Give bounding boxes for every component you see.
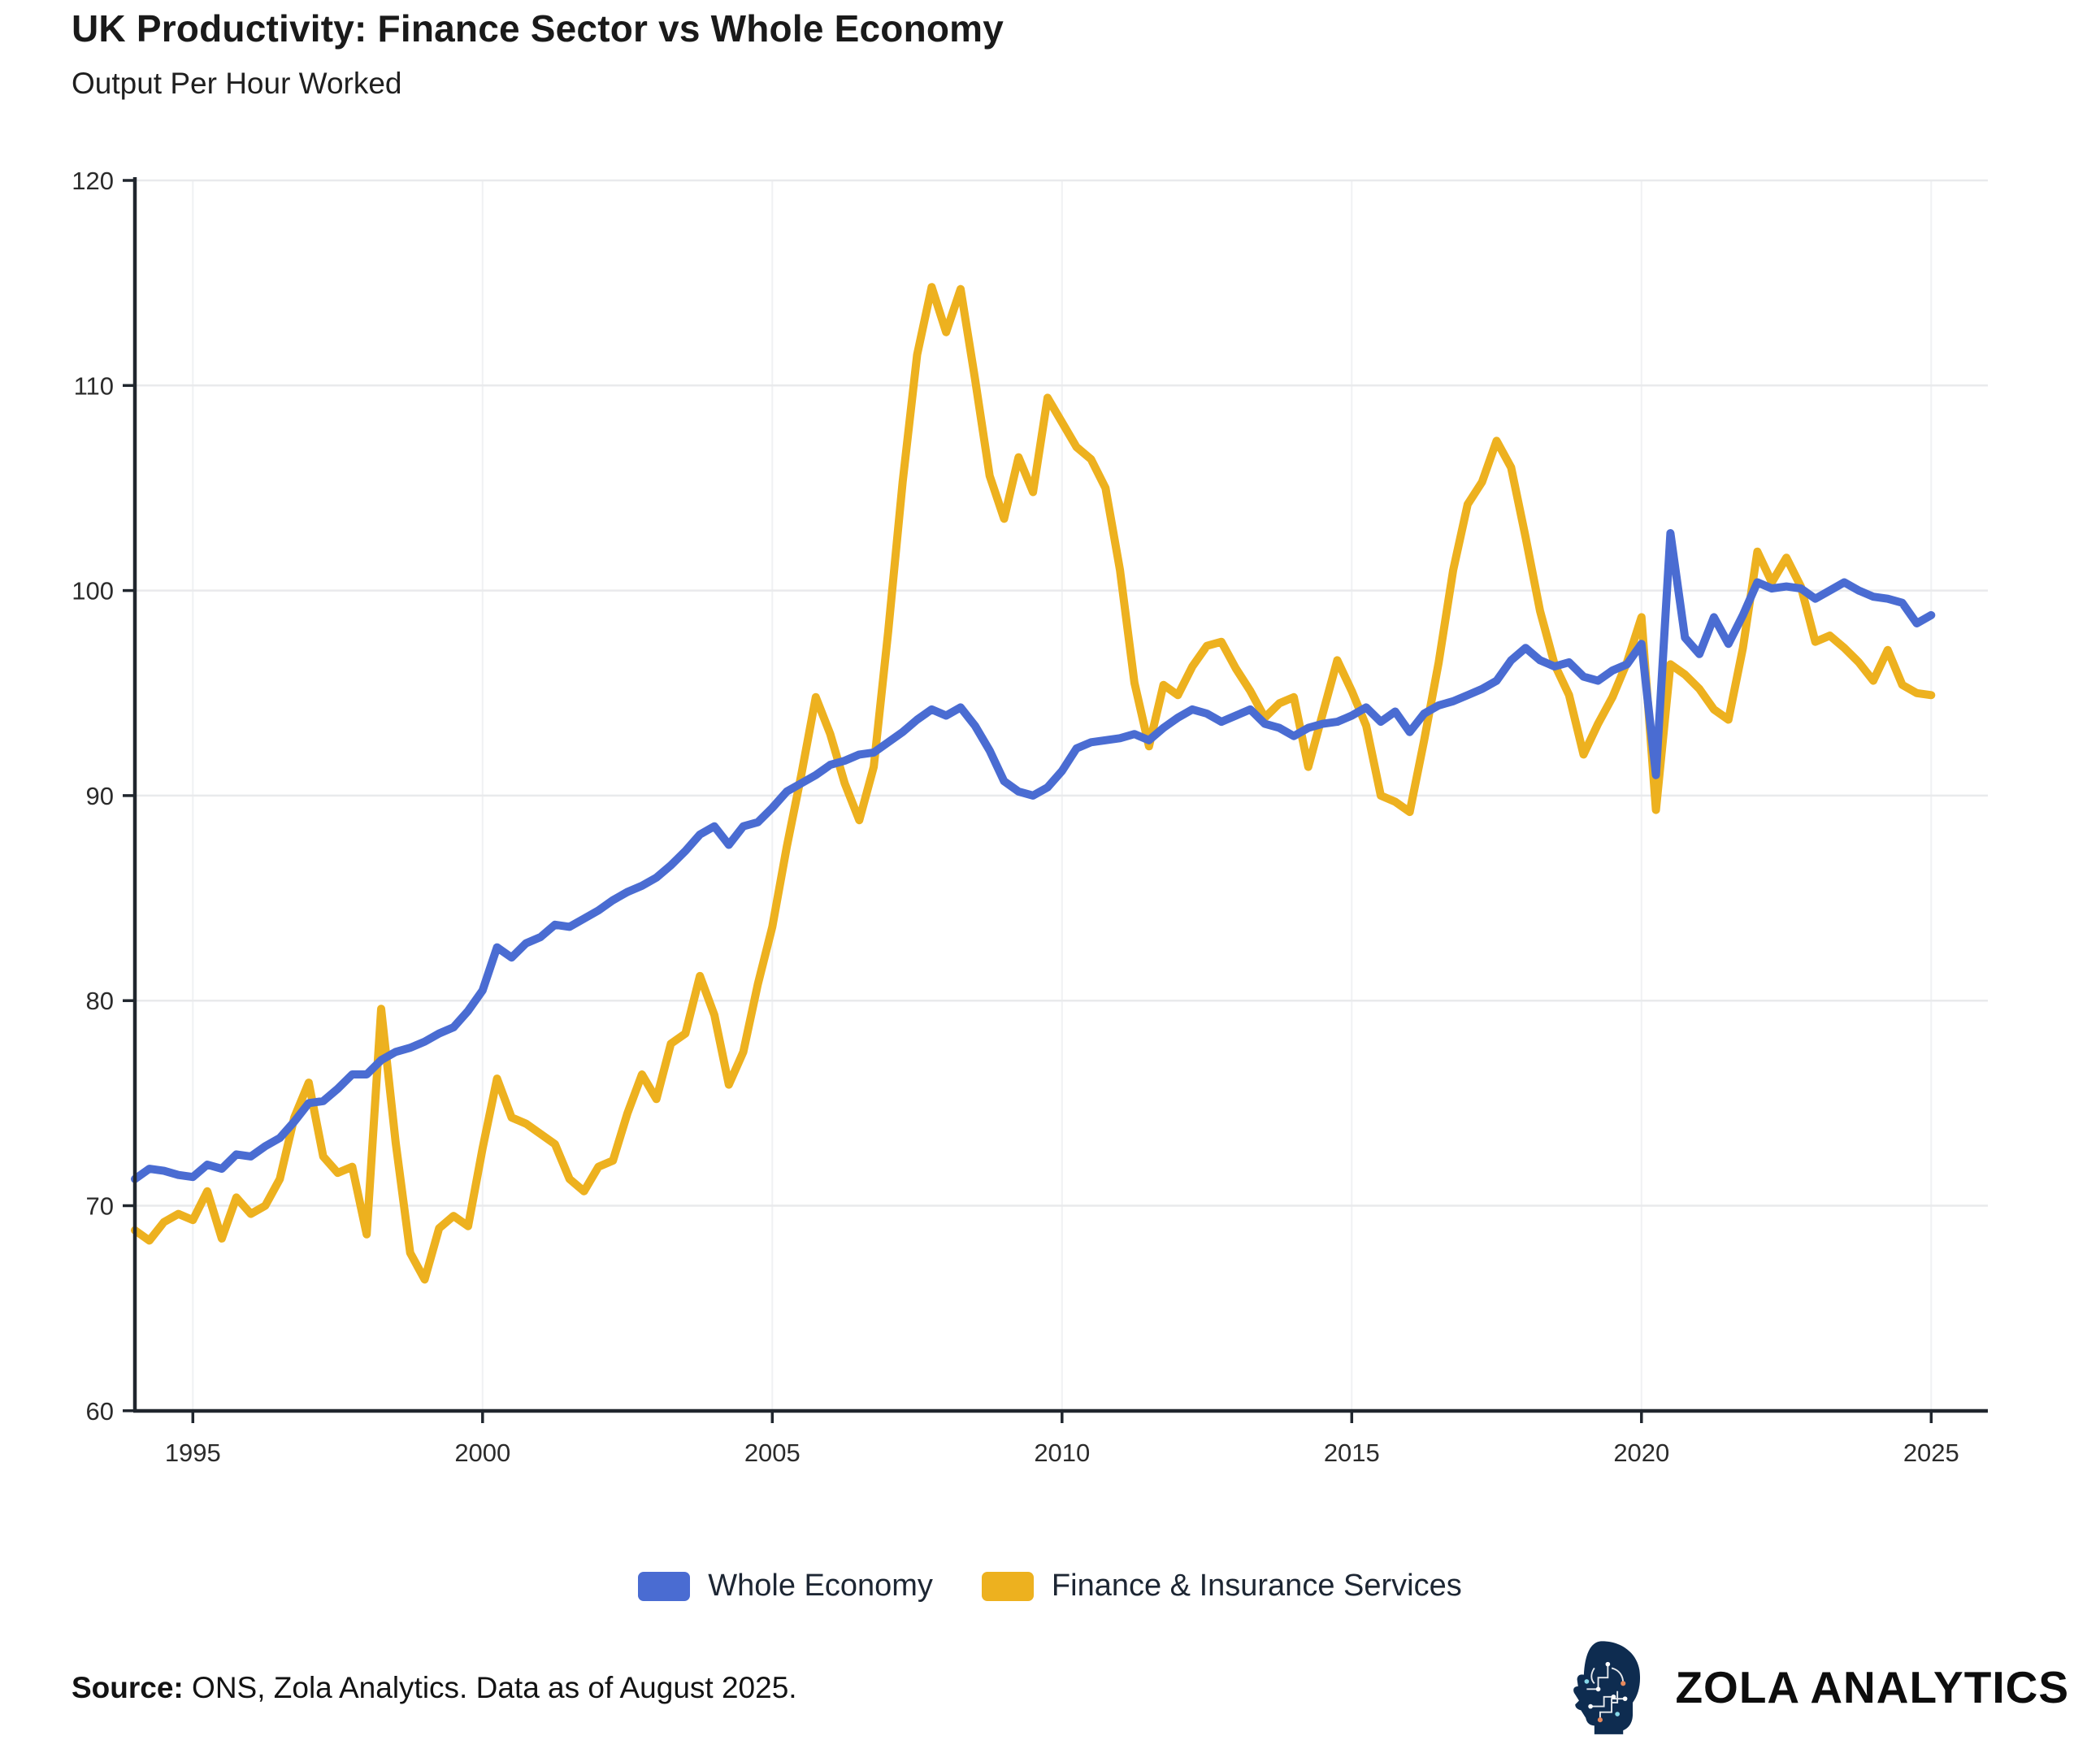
svg-text:80: 80 xyxy=(86,987,114,1015)
legend: Whole Economy Finance & Insurance Servic… xyxy=(0,1569,2100,1604)
legend-swatch-whole-economy xyxy=(638,1571,691,1601)
svg-text:2020: 2020 xyxy=(1613,1439,1669,1467)
tick-marks xyxy=(123,179,1933,1423)
legend-label-finance: Finance & Insurance Services xyxy=(1051,1569,1462,1603)
svg-text:2010: 2010 xyxy=(1034,1439,1090,1467)
chart-subtitle: Output Per Hour Worked xyxy=(72,67,402,100)
svg-text:120: 120 xyxy=(72,167,114,195)
chart-canvas: 60 70 80 90 100 110 120 1995 2000 2005 2010 2015 202… xyxy=(72,167,1988,1467)
zola-logo-head-icon xyxy=(1573,1641,1641,1734)
axes xyxy=(132,177,1988,1413)
svg-text:90: 90 xyxy=(86,782,114,810)
tick-labels: 60 70 80 90 100 110 120 1995 2000 2005 2010 2015 202… xyxy=(72,167,1959,1467)
svg-text:60: 60 xyxy=(86,1397,114,1426)
horizontal-gridlines xyxy=(135,179,1988,1207)
source-note: Source: ONS, Zola Analytics. Data as of … xyxy=(72,1671,797,1705)
source-text: ONS, Zola Analytics. Data as of August 2… xyxy=(183,1671,797,1704)
svg-text:100: 100 xyxy=(72,577,114,605)
svg-text:110: 110 xyxy=(74,371,114,400)
legend-label-whole-economy: Whole Economy xyxy=(708,1569,933,1603)
zola-analytics-logo: ZOLA ANALYTICS xyxy=(1558,1638,2069,1736)
legend-item-whole-economy: Whole Economy xyxy=(638,1569,933,1604)
chart-title: UK Productivity: Finance Sector vs Whole… xyxy=(72,7,1004,50)
source-label: Source: xyxy=(72,1671,184,1704)
svg-text:70: 70 xyxy=(86,1192,114,1221)
svg-text:2025: 2025 xyxy=(1903,1439,1959,1467)
svg-text:2015: 2015 xyxy=(1324,1439,1380,1467)
legend-swatch-finance xyxy=(981,1571,1034,1601)
svg-text:2000: 2000 xyxy=(454,1439,510,1467)
series-lines xyxy=(131,283,1936,1284)
svg-text:2005: 2005 xyxy=(744,1439,801,1467)
zola-logo-wordmark: ZOLA ANALYTICS xyxy=(1675,1662,2069,1712)
svg-text:1995: 1995 xyxy=(165,1439,221,1467)
legend-item-finance: Finance & Insurance Services xyxy=(981,1569,1462,1604)
